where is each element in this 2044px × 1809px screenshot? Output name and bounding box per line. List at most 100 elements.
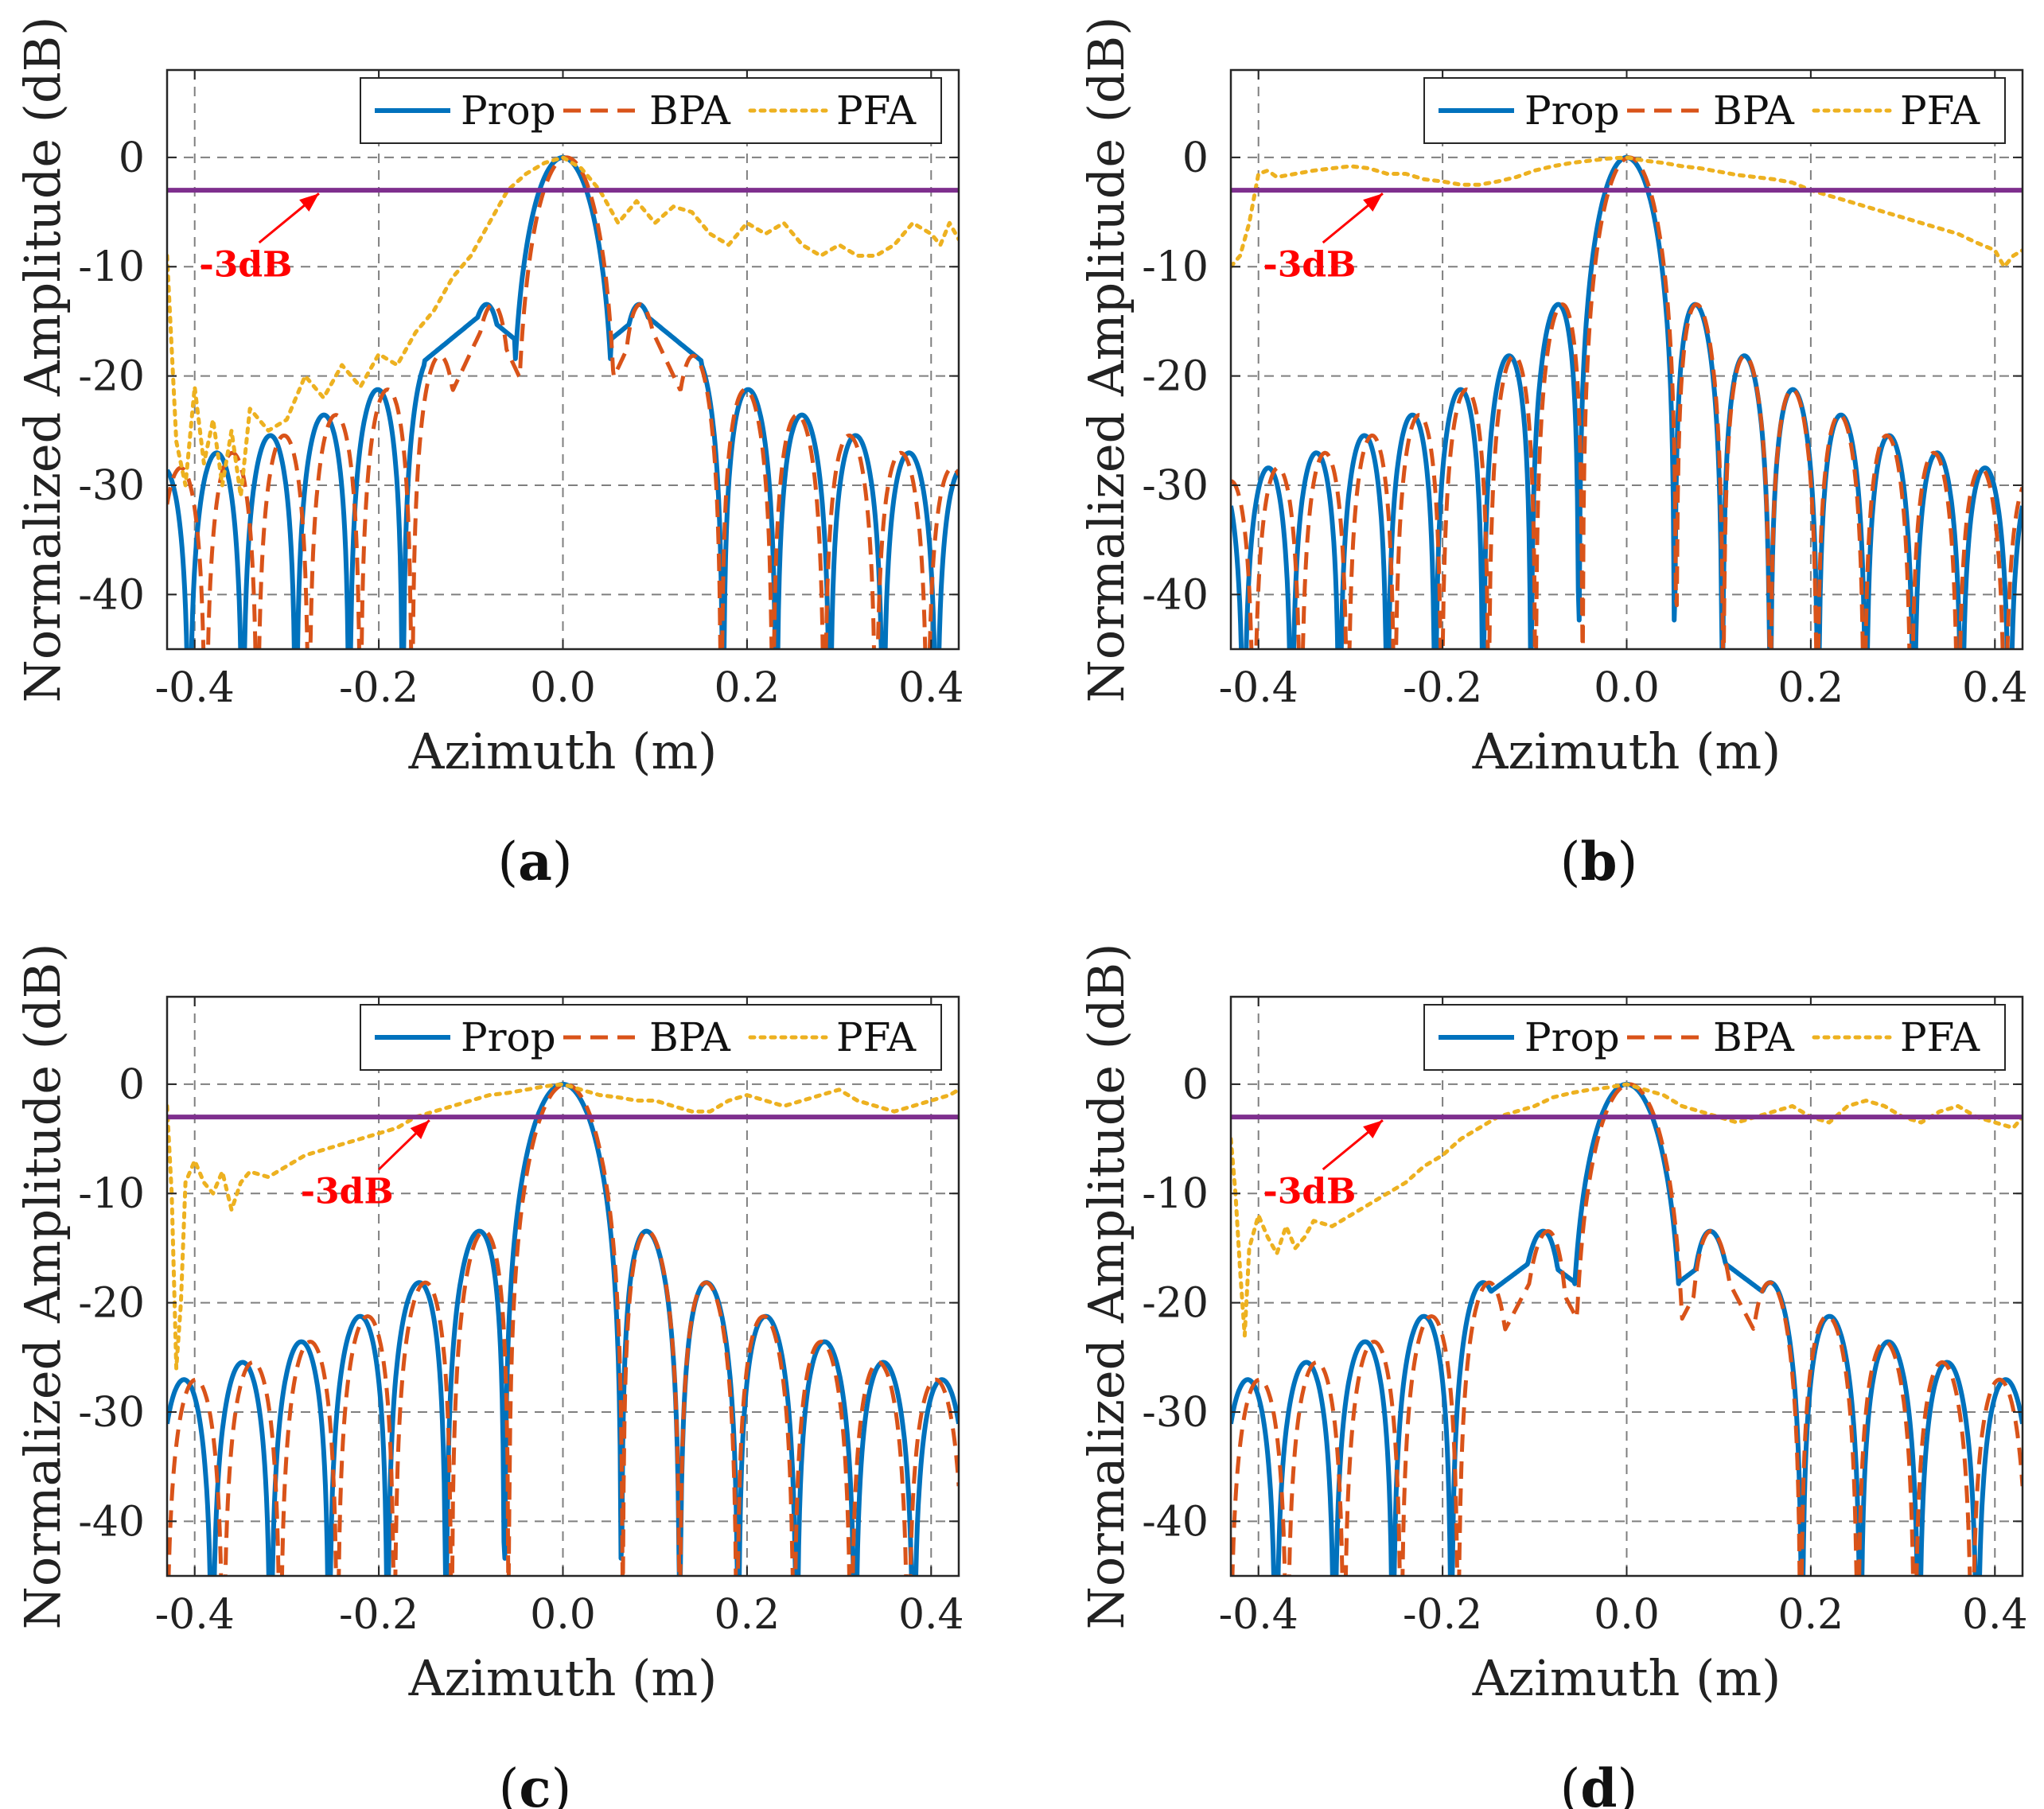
annotation-arrowhead <box>410 1120 430 1139</box>
legend-label-prop: Prop <box>1524 1014 1620 1060</box>
legend: Prop BPA PFA <box>360 77 942 144</box>
x-tick-label: 0.0 <box>1594 1591 1660 1639</box>
legend-label-bpa: BPA <box>1713 88 1795 134</box>
panel-caption: (c) <box>499 1757 572 1809</box>
x-tick-label: 0.2 <box>714 664 781 712</box>
x-tick-label: -0.4 <box>1219 1591 1298 1639</box>
x-tick-label: 0.2 <box>714 1591 781 1639</box>
series-line-bpa <box>1231 1082 2023 1576</box>
panel-a: -3dB -0.4 -0.2 0.0 0.2 0.4 0 -10 -20 -30 -40 Azimut… <box>14 17 964 893</box>
panel-d: -3dB -0.4 -0.2 0.0 0.2 0.4 0 -10 -20 -30 -40 Azimut… <box>1077 943 2028 1809</box>
y-tick-label: -40 <box>78 1498 145 1546</box>
y-tick-label: -20 <box>1142 353 1209 401</box>
x-tick-label: -0.4 <box>1219 664 1298 712</box>
caption-letter: c <box>519 1757 551 1809</box>
legend: Prop BPA PFA <box>360 1004 942 1071</box>
caption-letter: a <box>518 831 552 893</box>
panel-c: -3dB -0.4 -0.2 0.0 0.2 0.4 0 -10 -20 -30 -40 Azimut… <box>14 943 964 1809</box>
panel-caption: (a) <box>497 831 572 893</box>
y-tick-label: 0 <box>1182 1061 1209 1109</box>
legend-box <box>1423 1004 2006 1071</box>
y-tick-label: -30 <box>78 462 145 510</box>
x-tick-label: -0.4 <box>155 664 235 712</box>
y-axis-label: Normalized Amplitude (dB) <box>14 17 72 703</box>
series-line-bpa <box>167 1082 959 1576</box>
caption-letter: d <box>1580 1757 1617 1809</box>
caption-letter: b <box>1580 831 1617 893</box>
legend-label-prop: Prop <box>1524 88 1620 134</box>
x-tick-label: -0.2 <box>339 664 419 712</box>
x-tick-label: 0.4 <box>898 664 964 712</box>
legend-label-pfa: PFA <box>1900 88 1980 134</box>
panel-caption: (d) <box>1560 1757 1638 1809</box>
x-tick-label: -0.2 <box>1403 664 1482 712</box>
x-tick-label: 0.0 <box>530 664 596 712</box>
legend-label-pfa: PFA <box>836 1014 917 1060</box>
x-tick-label: -0.2 <box>1403 1591 1482 1639</box>
caption-close-paren: ) <box>1618 1758 1638 1809</box>
y-tick-label: -10 <box>1142 1170 1209 1218</box>
legend-box <box>360 77 942 144</box>
x-axis-label: Azimuth (m) <box>1472 1649 1781 1707</box>
y-tick-label: -40 <box>1142 1498 1209 1546</box>
caption-close-paren: ) <box>552 831 573 893</box>
plot-area <box>167 1081 959 1576</box>
y-tick-label: -40 <box>1142 571 1209 619</box>
x-tick-label: 0.2 <box>1778 664 1844 712</box>
threshold-label: -3dB <box>1263 1171 1356 1212</box>
series-line-pfa <box>1231 155 2023 269</box>
annotation-arrowhead <box>1363 1120 1383 1138</box>
annotation-arrowhead <box>1363 193 1383 212</box>
series-line-pfa <box>1231 1082 2023 1338</box>
y-tick-label: 0 <box>119 1061 145 1109</box>
y-tick-label: -10 <box>1142 243 1209 291</box>
y-axis-label: Normalized Amplitude (dB) <box>14 943 72 1630</box>
legend-box <box>1423 77 2006 144</box>
x-tick-label: 0.0 <box>530 1591 596 1639</box>
legend-label-pfa: PFA <box>836 88 917 134</box>
legend-label-prop: Prop <box>461 88 556 134</box>
threshold-label: -3dB <box>1263 244 1356 285</box>
threshold-label: -3dB <box>301 1171 394 1212</box>
x-axis-label: Azimuth (m) <box>408 1649 718 1707</box>
y-tick-label: -20 <box>1142 1280 1209 1328</box>
plot-area <box>167 154 959 649</box>
plot-area <box>1231 154 2023 649</box>
panel-caption: (b) <box>1560 831 1638 893</box>
caption-open-paren: ( <box>1560 1758 1581 1809</box>
y-axis-label: Normalized Amplitude (dB) <box>1077 943 1135 1630</box>
annotation-arrowhead <box>299 193 319 212</box>
legend-label-pfa: PFA <box>1900 1014 1980 1060</box>
plot-area <box>1231 1081 2023 1576</box>
x-tick-label: 0.4 <box>1962 1591 2028 1639</box>
legend-box <box>360 1004 942 1071</box>
panel-b: -3dB -0.4 -0.2 0.0 0.2 0.4 0 -10 -20 -30 -40 Azimut… <box>1077 17 2028 893</box>
series-line-pfa <box>167 155 959 499</box>
y-tick-label: -40 <box>78 571 145 619</box>
x-tick-label: 0.4 <box>1962 664 2028 712</box>
x-tick-label: 0.2 <box>1778 1591 1844 1639</box>
y-tick-label: -30 <box>1142 1389 1209 1437</box>
threshold-label: -3dB <box>199 244 292 285</box>
y-tick-label: -10 <box>78 1170 145 1218</box>
legend: Prop BPA PFA <box>1423 1004 2006 1071</box>
x-tick-label: 0.0 <box>1594 664 1660 712</box>
y-tick-label: 0 <box>119 134 145 182</box>
y-tick-label: -20 <box>78 1280 145 1328</box>
y-tick-label: -30 <box>1142 462 1209 510</box>
y-axis-label: Normalized Amplitude (dB) <box>1077 17 1135 703</box>
y-tick-label: -30 <box>78 1389 145 1437</box>
legend-label-bpa: BPA <box>649 88 731 134</box>
caption-close-paren: ) <box>1618 831 1638 893</box>
y-tick-label: 0 <box>1182 134 1209 182</box>
legend: Prop BPA PFA <box>1423 77 2006 144</box>
caption-open-paren: ( <box>497 831 518 893</box>
legend-label-prop: Prop <box>461 1014 556 1060</box>
y-tick-label: -10 <box>78 243 145 291</box>
x-axis-label: Azimuth (m) <box>1472 722 1781 780</box>
series-line-pfa <box>167 1082 959 1371</box>
x-axis-label: Azimuth (m) <box>408 722 718 780</box>
legend-label-bpa: BPA <box>1713 1014 1795 1060</box>
x-tick-label: -0.4 <box>155 1591 235 1639</box>
